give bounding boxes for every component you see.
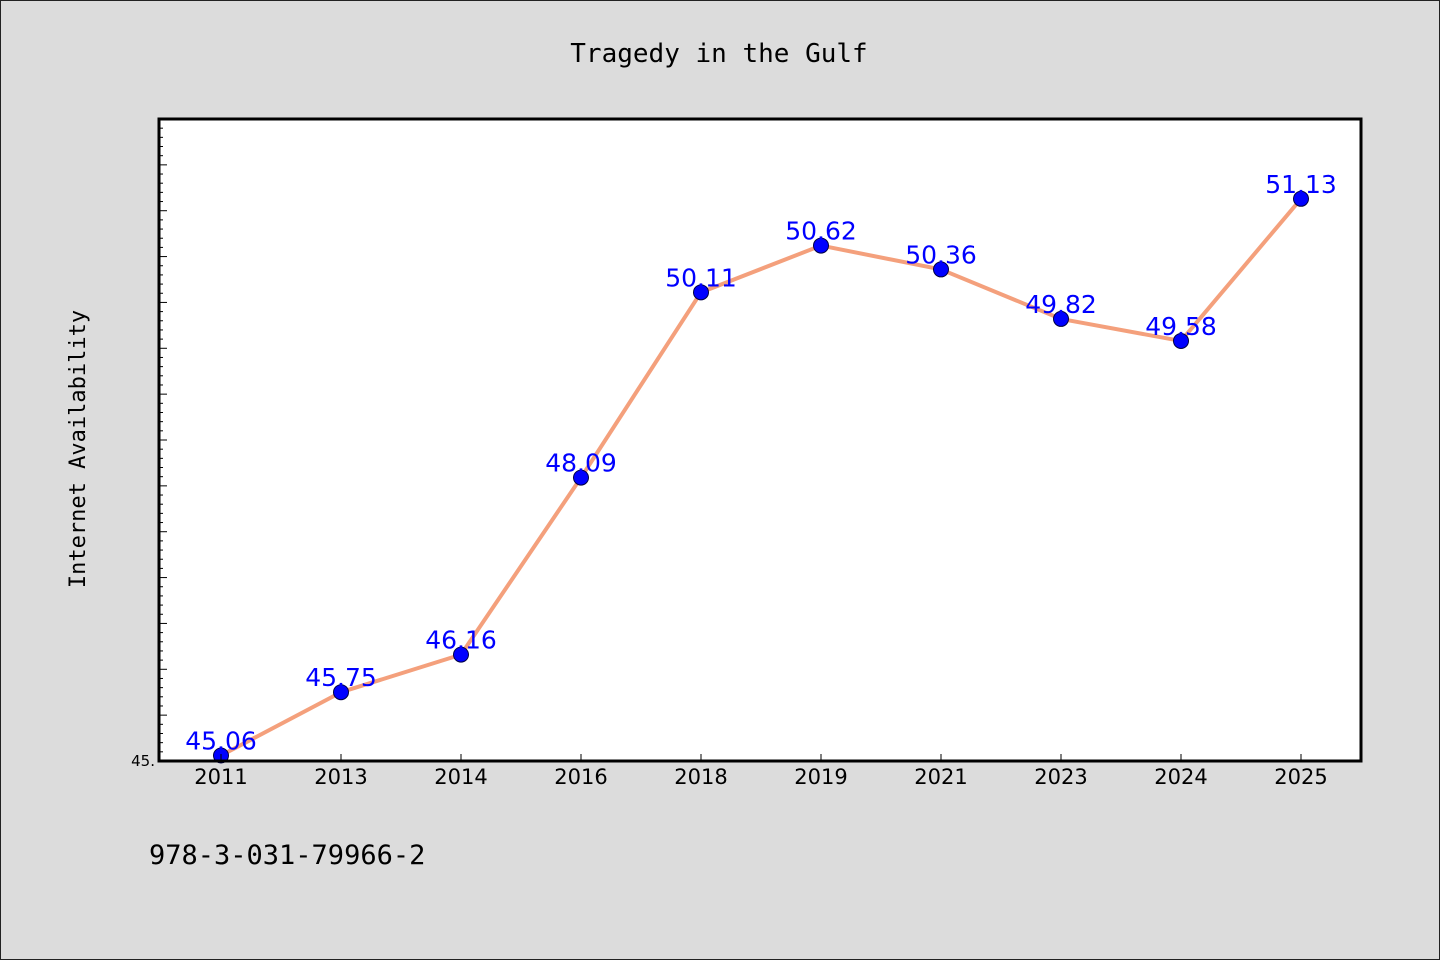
data-point <box>333 684 349 701</box>
data-label: 50.62 <box>785 217 857 246</box>
chart-title: Tragedy in the Gulf <box>570 39 867 69</box>
data-point <box>933 261 949 278</box>
data-markers <box>213 190 1309 764</box>
x-tick-label: 2014 <box>434 765 487 789</box>
y-axis-label: Internet Availability <box>66 310 91 588</box>
data-label: 45.06 <box>185 726 257 755</box>
data-label: 51.13 <box>1265 170 1337 199</box>
series-line <box>219 196 1303 758</box>
x-tick-label: 2024 <box>1154 765 1207 789</box>
data-point <box>1173 332 1189 349</box>
data-labels: 45.06 45.75 46.16 48.09 50.11 50.62 50.36 49.82… <box>185 170 1337 756</box>
x-axis-ticks: 2011 2013 2014 2016 2018 2019 2021 2023 2024 2025 <box>194 754 1328 789</box>
plot-border <box>157 117 1363 763</box>
data-label: 45.75 <box>305 663 377 692</box>
data-label: 49.58 <box>1145 312 1217 341</box>
x-tick-label: 2013 <box>314 765 367 789</box>
data-point <box>813 237 829 254</box>
footer-isbn: 978-3-031-79966-2 <box>149 840 425 871</box>
y-tick-label: 45. <box>131 752 155 770</box>
x-tick-label: 2011 <box>194 765 247 789</box>
data-label: 49.82 <box>1025 290 1097 319</box>
data-label: 46.16 <box>425 626 497 655</box>
x-tick-label: 2019 <box>794 765 847 789</box>
data-label: 50.36 <box>905 240 977 269</box>
data-point <box>1293 190 1309 207</box>
data-point <box>1053 310 1069 327</box>
data-label: 48.09 <box>545 449 617 478</box>
x-tick-label: 2023 <box>1034 765 1087 789</box>
data-point <box>693 284 709 301</box>
data-point <box>453 646 469 663</box>
plot-area <box>159 119 1361 761</box>
x-tick-label: 2025 <box>1274 765 1327 789</box>
x-tick-label: 2018 <box>674 765 727 789</box>
data-point <box>573 469 589 486</box>
data-label: 50.11 <box>665 263 737 292</box>
x-tick-label: 2016 <box>554 765 607 789</box>
x-tick-label: 2021 <box>914 765 967 789</box>
